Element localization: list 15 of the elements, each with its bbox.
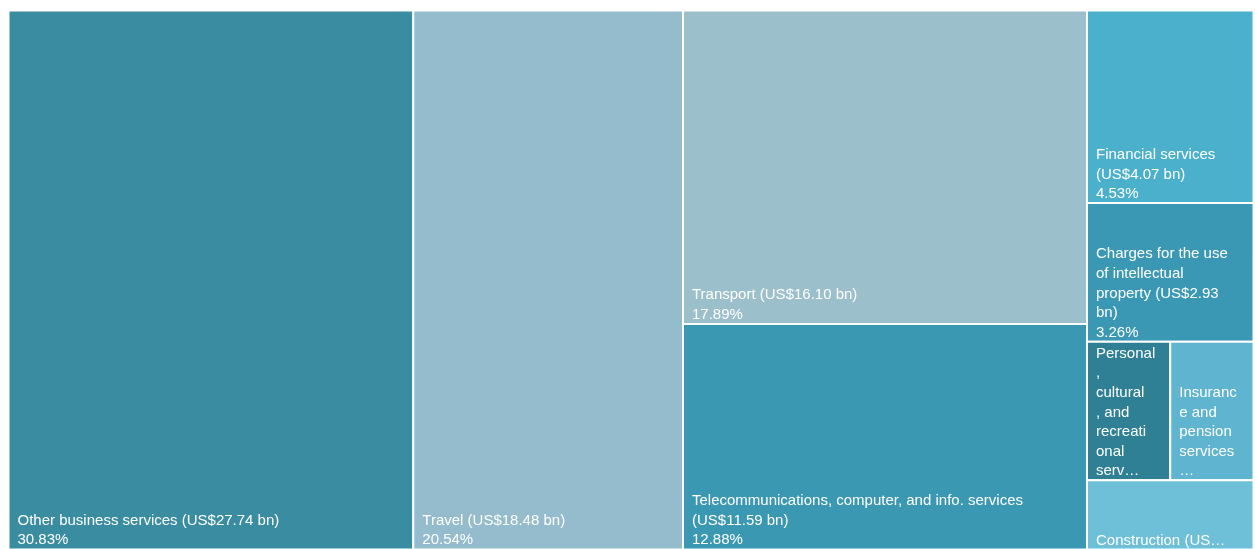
category-label: Transport (US$16.10 bn) [692,285,858,303]
category-label: Construction (US… [1096,530,1226,548]
category-label: Insurance and pension services… [1179,383,1238,479]
data-label: 20.54% [422,530,474,548]
data-label: 17.89% [692,304,743,322]
category-label: Charges for the use of intellectual property (US$2.93 bn) [1096,244,1228,321]
data-label: 3.26% [1096,322,1139,340]
data-label: 30.83% [17,530,69,548]
category-label: Travel (US$18.48 bn) [422,510,566,528]
category-label: Telecommunications, computer, and info. services (US$11.59 bn) [692,491,1023,528]
category-label: Financial services (US$4.07 bn) [1096,144,1216,182]
category-label: Personal, cultural, and recreational serv… [1096,343,1156,479]
category-label: Other business services (US$27.74 bn) [17,510,280,528]
data-label: 4.53% [1096,184,1139,202]
data-label: 12.88% [692,530,743,548]
